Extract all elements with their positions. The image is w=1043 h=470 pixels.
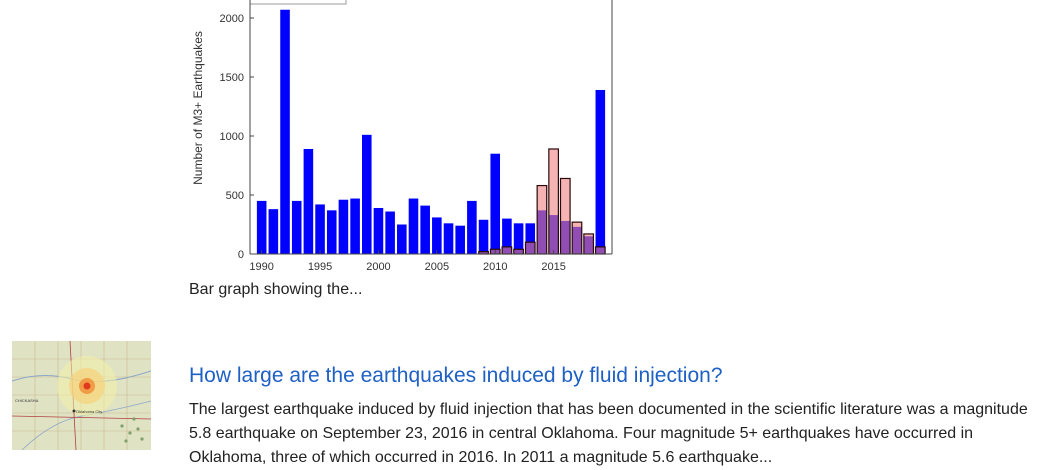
- bar-pink-2015: [548, 148, 560, 255]
- bar-blue-2009: [478, 219, 489, 254]
- y-tick-label-1500: 1500: [220, 72, 244, 84]
- bar-blue-1992: [280, 9, 290, 254]
- bar-blue-1995: [315, 204, 325, 254]
- bar-pink-2017: [571, 221, 583, 255]
- bar-blue-1990: [256, 200, 267, 254]
- bar-pink-2012: [513, 248, 524, 255]
- bar-blue-2010: [490, 153, 501, 254]
- legend-box: [249, 0, 347, 5]
- bar-blue-2011: [502, 218, 512, 254]
- bar-blue-1996: [326, 210, 337, 254]
- bar-blue-1997: [338, 199, 349, 254]
- bar-blue-2001: [385, 211, 395, 254]
- bar-pink-2011: [501, 246, 513, 255]
- bar-blue-2003: [408, 198, 419, 254]
- x-tick-label-2005: 2005: [425, 261, 449, 273]
- bar-pink-2014: [536, 184, 548, 255]
- x-tick-label-1990: 1990: [249, 261, 273, 273]
- x-tick-label-2010: 2010: [483, 261, 507, 273]
- bar-blue-2013: [525, 223, 536, 254]
- bar-blue-2006: [443, 223, 454, 254]
- result-description: The largest earthquake induced by fluid …: [189, 401, 1028, 466]
- bar-blue-2012: [513, 223, 524, 254]
- bar-blue-2019: [595, 89, 606, 254]
- image-caption: Bar graph showing the...: [189, 281, 363, 298]
- map-label-chickasha: CHICKASHA: [15, 398, 39, 403]
- bar-blue-2007: [455, 225, 465, 254]
- bar-blue-1991: [268, 209, 279, 254]
- earthquake-bar-chart: 0 500 1000 1500 2000 1990 1995 2000 2005 2010 2015…: [191, 0, 613, 273]
- y-tick-label-1000: 1000: [220, 131, 244, 143]
- bar-blue-1994: [303, 148, 314, 254]
- bar-blue-1998: [350, 198, 360, 254]
- result-title-link[interactable]: How large are the earthquakes induced by…: [189, 364, 723, 387]
- bar-blue-2000: [373, 207, 384, 254]
- y-axis-label: Number of M3+ Earthquakes: [191, 31, 205, 185]
- bar-pink-2013: [524, 241, 536, 255]
- bar-blue-2008: [467, 200, 477, 254]
- bar-blue-1993: [291, 200, 302, 254]
- bar-blue-1999: [361, 134, 372, 254]
- oklahoma-map-thumbnail[interactable]: CHICKASHA Oklahoma City: [12, 341, 151, 450]
- bar-blue-2004: [420, 205, 430, 254]
- map-label-oklahoma-city: Oklahoma City: [76, 409, 102, 414]
- x-tick-label-2000: 2000: [366, 261, 390, 273]
- y-tick-label-2000: 2000: [220, 13, 244, 25]
- y-tick-label-0: 0: [238, 249, 244, 261]
- bar-blue-2002: [397, 224, 407, 254]
- bar-pink-2019: [594, 246, 606, 255]
- x-tick-label-2015: 2015: [541, 261, 565, 273]
- bar-pink-2016: [559, 177, 571, 255]
- bar-pink-2018: [583, 233, 595, 255]
- y-tick-label-500: 500: [226, 190, 244, 202]
- bar-blue-2005: [432, 217, 442, 254]
- x-tick-label-1995: 1995: [308, 261, 332, 273]
